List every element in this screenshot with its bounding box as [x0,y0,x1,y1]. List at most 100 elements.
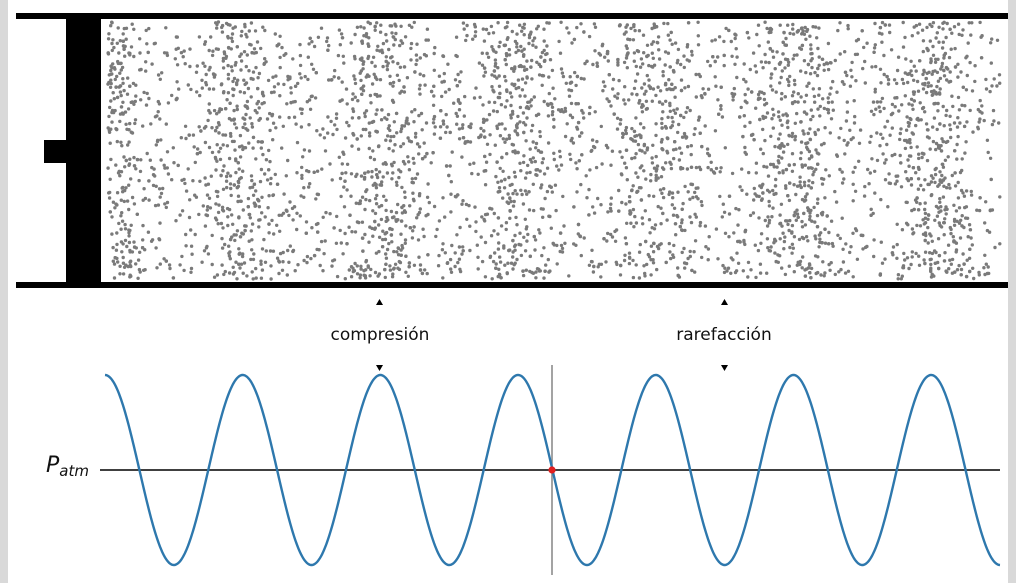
rarefaction-label: rarefacción [676,325,772,345]
air-particle [370,120,374,125]
air-particle [952,219,957,223]
air-particle [495,76,499,80]
air-particle [900,77,905,82]
air-particle [381,229,385,233]
air-particle [157,238,162,242]
air-particle [615,116,620,121]
air-particle [176,163,180,168]
air-particle [189,266,194,271]
air-particle [692,250,696,254]
air-particle [851,170,855,174]
air-particle [212,75,217,79]
air-particle [669,256,673,261]
air-particle [839,267,843,272]
air-particle [516,48,521,53]
air-particle [593,110,597,114]
air-particle [269,90,274,95]
air-particle [550,113,555,117]
air-particle [488,133,492,137]
air-particle [815,201,820,205]
air-particle [918,202,922,206]
air-particle [407,168,412,172]
air-particle [785,219,789,223]
air-particle [138,37,142,41]
air-particle [354,174,358,179]
air-particle [353,77,357,81]
air-particle [666,115,670,120]
air-particle [478,95,482,100]
air-particle [745,30,750,35]
air-particle [136,258,141,262]
air-particle [502,186,507,190]
air-particle [507,47,511,52]
air-particle [957,108,962,112]
air-particle [522,26,526,30]
air-particle [763,103,767,107]
air-particle [232,270,237,275]
air-particle [704,245,708,249]
air-particle [938,76,943,81]
air-particle [984,77,988,82]
air-particle [238,235,243,239]
air-particle [673,140,677,144]
air-particle [595,64,600,68]
air-particle [674,233,678,237]
air-particle [873,87,877,92]
air-particle [134,262,138,266]
air-particle [667,78,671,82]
air-particle [391,84,395,88]
air-particle [693,212,697,216]
air-particle [787,198,792,203]
air-particle [895,179,899,183]
air-particle [186,83,190,87]
air-particle [686,256,690,261]
air-particle [370,175,374,179]
air-particle [494,266,498,270]
air-particle [672,156,676,161]
air-particle [250,122,254,126]
air-particle [231,265,235,269]
air-particle [107,114,111,119]
air-particle [792,90,796,94]
air-particle [456,98,461,102]
air-particle [281,260,285,264]
air-particle [730,171,735,176]
air-particle [782,239,787,244]
air-particle [122,47,126,51]
air-particle [617,188,621,193]
air-particle [336,53,341,58]
air-particle [845,73,849,78]
air-particle [418,56,422,60]
air-particle [907,154,912,158]
air-particle [392,215,396,219]
air-particle [347,268,351,272]
air-particle [831,244,835,248]
air-particle [998,81,1002,85]
air-particle [717,35,722,39]
air-particle [689,144,693,148]
air-particle [813,25,818,29]
air-particle [693,190,697,195]
air-particle [751,211,756,215]
air-particle [437,253,441,258]
air-particle [686,145,690,149]
air-particle [784,36,788,41]
air-particle [820,182,825,186]
air-particle [767,248,771,253]
air-particle [373,227,377,231]
air-particle [853,165,857,170]
air-particle [252,47,257,51]
air-particle [993,245,997,250]
air-particle [399,253,403,257]
air-particle [933,60,938,64]
air-particle [552,125,556,129]
air-particle [402,65,407,69]
air-particle [659,175,664,179]
air-particle [816,162,820,166]
air-particle [642,92,647,96]
air-particle [122,88,126,93]
air-particle [206,205,210,209]
air-particle [917,156,921,161]
air-particle [663,63,667,67]
air-particle [241,208,245,212]
